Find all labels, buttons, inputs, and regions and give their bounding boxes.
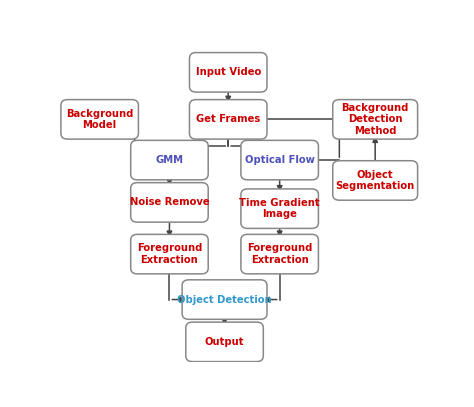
Text: Object
Segmentation: Object Segmentation bbox=[336, 170, 415, 191]
Text: Get Frames: Get Frames bbox=[196, 114, 260, 125]
Text: Background
Detection
Method: Background Detection Method bbox=[341, 103, 409, 136]
Text: Foreground
Extraction: Foreground Extraction bbox=[247, 243, 312, 265]
FancyBboxPatch shape bbox=[190, 100, 267, 139]
Text: Time Gradient
Image: Time Gradient Image bbox=[239, 198, 320, 219]
FancyBboxPatch shape bbox=[182, 280, 267, 319]
FancyBboxPatch shape bbox=[333, 100, 418, 139]
Text: Optical Flow: Optical Flow bbox=[245, 155, 315, 165]
Text: Noise Remove: Noise Remove bbox=[130, 197, 209, 208]
FancyBboxPatch shape bbox=[190, 53, 267, 92]
FancyBboxPatch shape bbox=[131, 140, 208, 180]
FancyBboxPatch shape bbox=[131, 234, 208, 274]
FancyBboxPatch shape bbox=[131, 183, 208, 222]
FancyBboxPatch shape bbox=[61, 100, 138, 139]
FancyBboxPatch shape bbox=[241, 189, 319, 228]
Text: Output: Output bbox=[205, 337, 244, 347]
Text: Background
Model: Background Model bbox=[66, 109, 133, 130]
Text: Object Detection: Object Detection bbox=[177, 295, 272, 304]
Text: GMM: GMM bbox=[155, 155, 183, 165]
Text: Foreground
Extraction: Foreground Extraction bbox=[137, 243, 202, 265]
FancyBboxPatch shape bbox=[186, 322, 264, 361]
Text: Input Video: Input Video bbox=[196, 67, 261, 77]
FancyBboxPatch shape bbox=[333, 161, 418, 200]
FancyBboxPatch shape bbox=[241, 140, 319, 180]
FancyBboxPatch shape bbox=[241, 234, 319, 274]
